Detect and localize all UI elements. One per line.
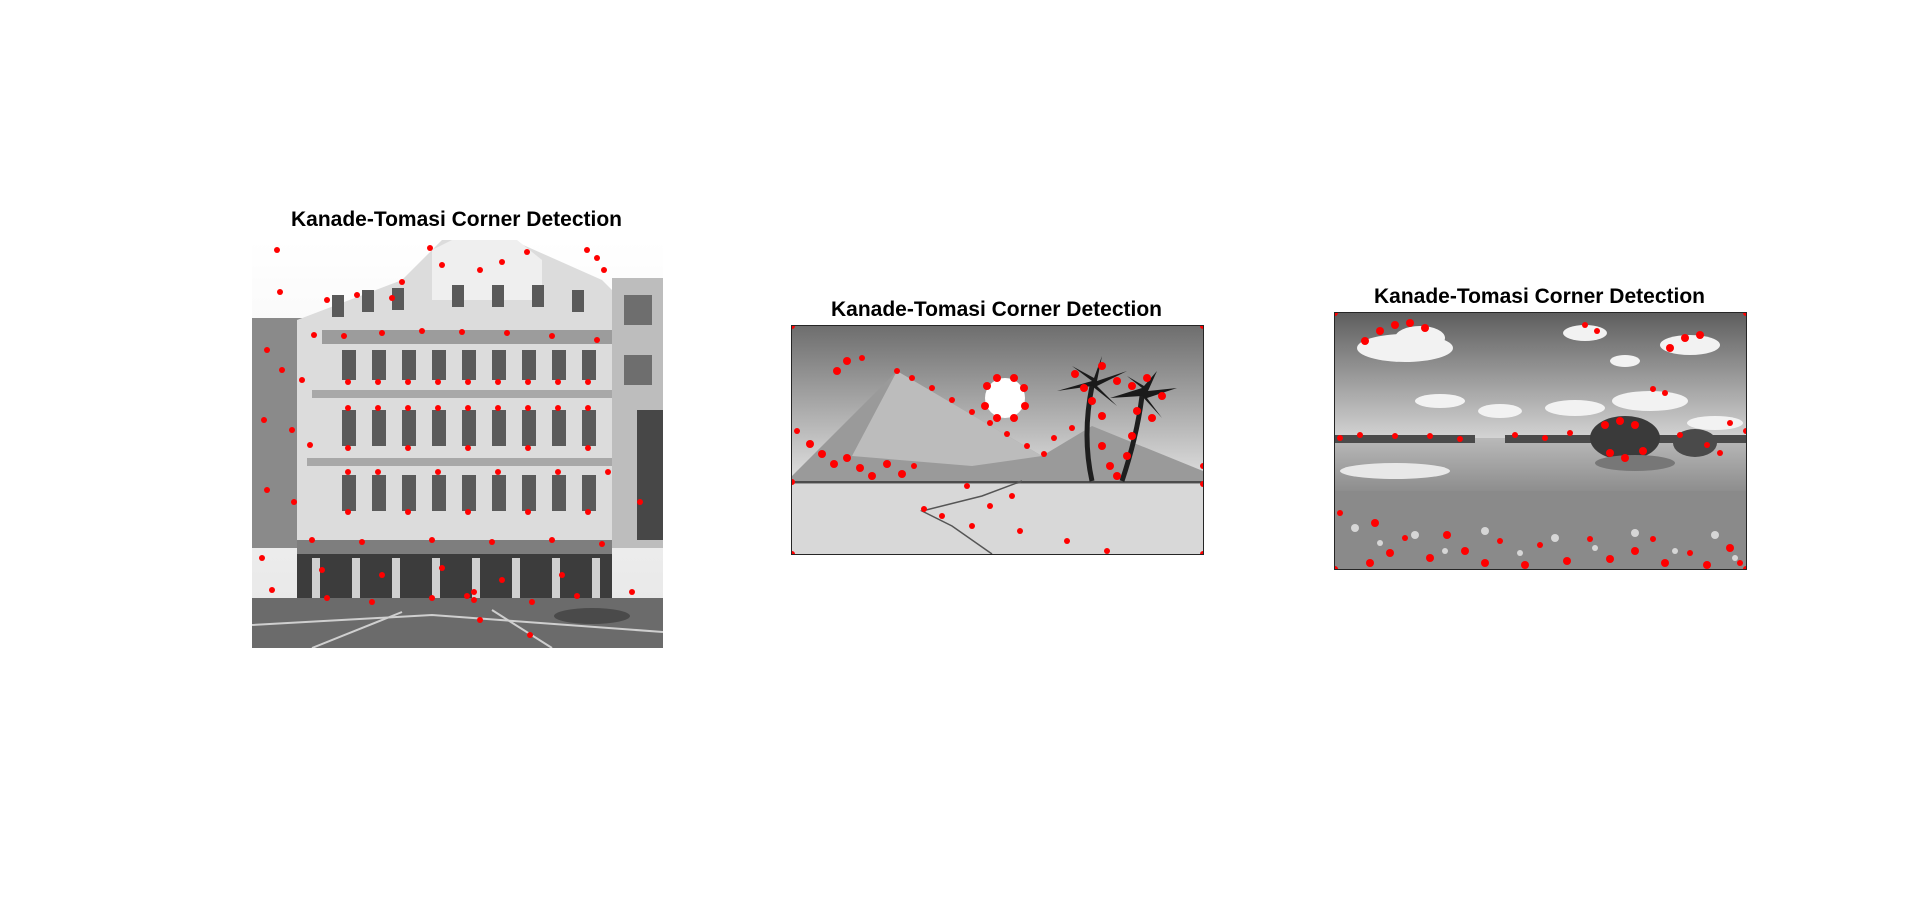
panel-lake-landscape: Kanade-Tomasi Corner Detection xyxy=(1333,285,1747,570)
building-image xyxy=(252,240,663,648)
lake-landscape-image xyxy=(1334,312,1747,570)
panel-building: Kanade-Tomasi Corner Detection xyxy=(250,208,663,648)
panel-title: Kanade-Tomasi Corner Detection xyxy=(830,298,1162,321)
panel-title: Kanade-Tomasi Corner Detection xyxy=(1373,285,1705,308)
beach-sketch-image xyxy=(791,325,1204,555)
panel-title: Kanade-Tomasi Corner Detection xyxy=(290,208,622,231)
panel-beach-sketch: Kanade-Tomasi Corner Detection xyxy=(790,298,1204,558)
